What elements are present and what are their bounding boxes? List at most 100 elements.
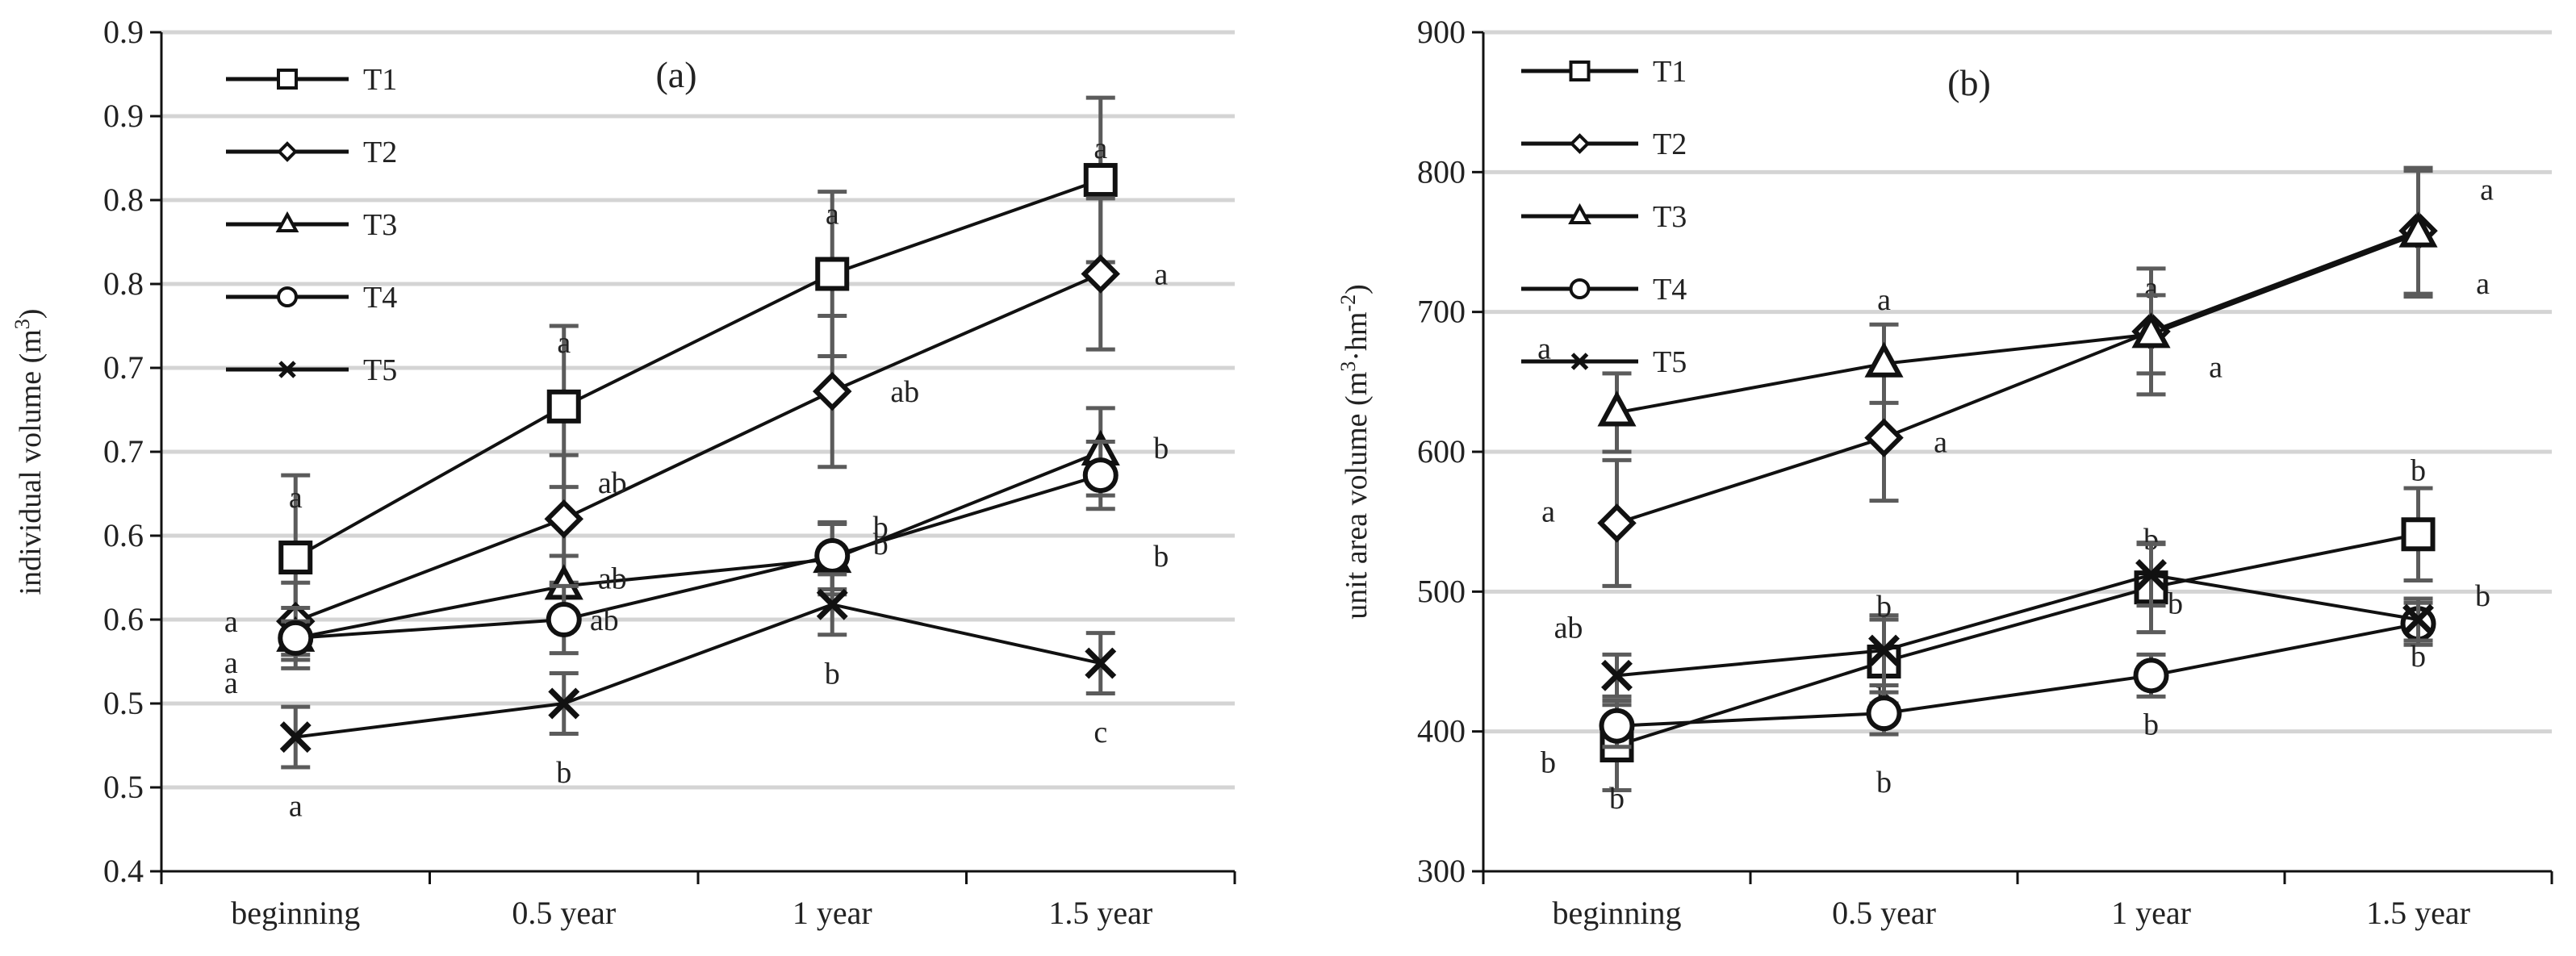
legend-label: T2 <box>1653 127 1687 161</box>
y-axis-title: individual volume (m3) <box>10 309 48 595</box>
legend-label: T1 <box>363 63 397 97</box>
series-line <box>1616 532 2419 747</box>
panel-label: (a) <box>655 54 696 95</box>
significance-letter: ab <box>590 603 619 637</box>
series-line <box>295 272 1102 623</box>
significance-letter: b <box>2475 579 2490 613</box>
legend-marker-square <box>277 69 298 90</box>
y-tick-label: 700 <box>1417 294 1466 330</box>
legend-marker-square <box>1569 61 1591 81</box>
data-point-x <box>1085 647 1117 679</box>
data-point-diamond <box>813 371 852 411</box>
series-line <box>295 450 1102 640</box>
y-tick-label: 0.7 <box>103 433 144 470</box>
panel-b-chart: 300 400 500 600 700 800 900 beginning 0.5 year 1 … <box>1336 14 2553 931</box>
y-axis-title-close: ) <box>14 309 48 319</box>
y-axis-title-main: unit area volume (m <box>1340 372 1374 620</box>
data-point-square <box>2401 517 2436 552</box>
x-tick-label: 1 year <box>2111 895 2191 931</box>
y-axis-title-superscript: -2 <box>1336 294 1360 312</box>
data-point-circle <box>1599 708 1635 744</box>
data-point-x <box>279 721 312 754</box>
significance-letter: b <box>825 657 840 691</box>
significance-letter: b <box>2411 453 2426 487</box>
significance-letter: ab <box>598 561 627 595</box>
legend-label: T4 <box>1653 273 1687 307</box>
y-tick-label: 0.6 <box>103 517 144 553</box>
significance-letter: c <box>1094 716 1107 749</box>
y-tick-label: 0.4 <box>103 853 144 889</box>
y-tick-label: 0.9 <box>103 98 144 134</box>
y-tick-label: 800 <box>1417 153 1466 190</box>
data-point-x <box>548 687 580 720</box>
data-point-square <box>546 389 581 424</box>
y-axis-title-unit: ·hm <box>1340 312 1374 361</box>
x-tick-label: 1.5 year <box>2366 895 2470 931</box>
significance-letter: a <box>557 326 571 360</box>
series-t3: a a a a <box>1537 169 2494 454</box>
series-line <box>1616 232 2419 415</box>
series-t5: ab b b b <box>1554 541 2490 699</box>
legend-label: T1 <box>1653 55 1687 89</box>
significance-letter: b <box>556 756 571 790</box>
data-point-circle <box>814 537 851 574</box>
significance-letter: b <box>873 528 889 561</box>
legend-marker-circle <box>1569 278 1591 299</box>
data-point-x <box>2402 603 2434 636</box>
significance-letter: a <box>2480 173 2494 207</box>
significance-letter: a <box>289 790 303 824</box>
data-point-square <box>278 541 313 575</box>
significance-letter: a <box>1094 132 1107 165</box>
legend-label: T5 <box>1653 345 1687 379</box>
data-point-triangle <box>1597 390 1637 427</box>
series-line <box>1616 229 2419 525</box>
significance-letter: b <box>1876 590 1892 624</box>
significance-letter: ab <box>1554 611 1583 645</box>
significance-letter: b <box>873 511 889 545</box>
y-tick-label: 0.5 <box>103 769 144 805</box>
significance-letter: b <box>1876 766 1892 799</box>
data-point-circle <box>278 620 314 656</box>
data-point-triangle <box>1864 341 1904 378</box>
series-line <box>295 178 1102 559</box>
y-tick-label: 300 <box>1417 853 1466 889</box>
significance-letter: a <box>826 198 839 232</box>
data-point-x <box>1601 659 1633 691</box>
y-tick-label: 500 <box>1417 573 1466 609</box>
y-tick-label: 0.7 <box>103 349 144 386</box>
significance-letter: b <box>2143 523 2159 557</box>
legend-marker-circle <box>277 286 298 307</box>
y-axis-title-superscript: 3 <box>1336 361 1360 372</box>
legend-label: T2 <box>363 136 397 169</box>
data-point-diamond <box>1081 254 1120 294</box>
significance-letter: b <box>1153 432 1169 465</box>
legend-label: T4 <box>363 281 397 315</box>
data-point-x <box>816 588 848 620</box>
data-point-circle <box>546 602 582 637</box>
y-tick-label: 900 <box>1417 14 1466 50</box>
significance-letter: a <box>224 666 238 700</box>
legend: T1 T2 T3 T4 T5 <box>226 63 397 387</box>
data-point-triangle <box>2131 312 2171 349</box>
significance-letter: a <box>1541 495 1555 528</box>
legend-marker-triangle <box>275 211 299 232</box>
significance-letter: a <box>289 481 303 515</box>
legend-label: T3 <box>1653 200 1687 234</box>
significance-letter: b <box>2168 587 2183 621</box>
x-tick-label: 0.5 year <box>1832 895 1936 931</box>
data-point-triangle <box>2398 211 2438 248</box>
significance-letter: b <box>2143 708 2159 741</box>
data-point-square <box>815 257 850 291</box>
significance-letter: b <box>1153 540 1169 574</box>
data-point-circle <box>2133 658 2169 694</box>
y-tick-label: 400 <box>1417 713 1466 749</box>
series-line <box>1616 573 2419 678</box>
legend-marker-diamond <box>1569 133 1591 154</box>
series-t1: a a a a <box>278 95 1118 642</box>
x-tick-label: 0.5 year <box>512 895 616 931</box>
significance-letter: a <box>2476 267 2490 301</box>
data-point-diamond <box>1597 503 1637 543</box>
